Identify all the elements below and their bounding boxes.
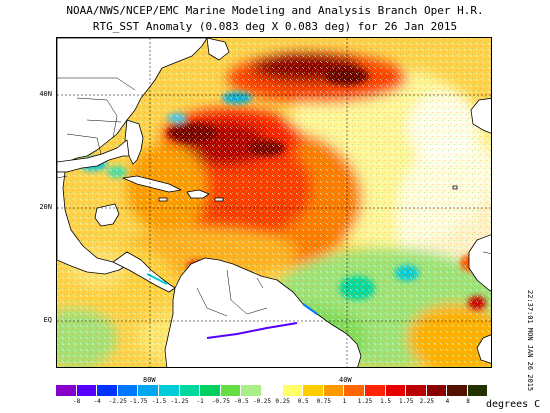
colorbar-swatch <box>179 385 201 396</box>
lat-label-eq: EQ <box>43 316 52 324</box>
colorbar-tick-label: -2.25 <box>108 398 127 405</box>
lon-label-80w: 80W <box>143 376 156 384</box>
colorbar-tick-label: -0.75 <box>211 398 230 405</box>
colorbar-swatch <box>385 385 407 396</box>
gulf-of-guinea-coast <box>476 334 491 364</box>
hispaniola <box>186 189 210 199</box>
colorbar-swatch <box>406 385 427 396</box>
coastal-anomalies <box>146 273 318 339</box>
colorbar-tick-label: 8 <box>466 398 470 405</box>
colorbar-swatch <box>76 385 98 396</box>
yucatan <box>94 203 120 227</box>
puerto-rico <box>214 197 224 202</box>
colorbar-tick-label: 0.5 <box>297 398 309 405</box>
colorbar-tick-label: 1.75 <box>398 398 414 405</box>
jamaica <box>158 197 168 202</box>
political-boundaries <box>57 77 491 317</box>
colorbar-tick-label: -1.75 <box>129 398 148 405</box>
colorbar-swatch <box>467 385 489 396</box>
cuba <box>122 175 182 193</box>
central-america <box>112 251 176 293</box>
colorbar-tick-label: 0.25 <box>275 398 290 405</box>
colorbar-swatch <box>241 385 262 396</box>
map-subtitle: RTG_SST Anomaly (0.083 deg X 0.083 deg) … <box>92 20 458 33</box>
colorbar-tick-label: -4 <box>93 398 101 405</box>
colorbar-tick-label: -1.5 <box>151 398 167 405</box>
colorbar-tick-label: -1.25 <box>170 398 189 405</box>
colorbar-tick-label: 1.25 <box>357 398 373 405</box>
colorbar <box>56 385 489 396</box>
colorbar-swatch <box>426 385 448 396</box>
colorbar-tick-label: 0.75 <box>316 398 332 405</box>
colorbar-swatch <box>261 385 283 396</box>
land-masses <box>57 38 491 367</box>
colorbar-swatch <box>97 385 118 396</box>
colorbar-tick-labels: -8 -4 -2.25 -1.75 -1.5 -1.25 -1 -0.75 -0.5 -0.25 0… <box>56 398 492 408</box>
colorbar-swatch <box>364 385 386 396</box>
colorbar-tick-label: 1 <box>342 398 347 405</box>
graticule <box>57 38 491 367</box>
lat-label-20n: 20N <box>39 203 52 211</box>
colorbar-swatch <box>117 385 139 396</box>
map-title: NOAA/NWS/NCEP/EMC Marine Modeling and An… <box>66 4 484 17</box>
sst-anomaly-map <box>56 37 492 368</box>
anomaly-field <box>57 38 491 367</box>
colorbar-swatch <box>200 385 221 396</box>
colorbar-swatch <box>220 385 242 396</box>
colorbar-tick-label: -0.5 <box>234 398 249 405</box>
north-america <box>57 38 208 163</box>
colorbar-units: degrees C <box>486 399 541 410</box>
colorbar-tick-label: 2.25 <box>419 398 435 405</box>
newfoundland <box>206 38 230 61</box>
colorbar-tick-label: -0.25 <box>252 398 272 405</box>
lat-label-40n: 40N <box>39 90 52 98</box>
colorbar-tick-label: -1 <box>196 398 204 405</box>
colorbar-tick-label: 1.5 <box>380 398 392 405</box>
west-africa <box>468 234 491 292</box>
colorbar-swatch <box>303 385 324 396</box>
colorbar-swatch <box>447 385 468 396</box>
iberia <box>470 97 491 134</box>
canary-islands <box>452 185 458 190</box>
colorbar-swatch <box>138 385 159 396</box>
colorbar-swatch <box>323 385 345 396</box>
timestamp: 22:37:01 MON JAN 26 2015 <box>526 290 534 392</box>
colorbar-swatch <box>158 385 180 396</box>
colorbar-swatch <box>56 385 77 396</box>
lon-label-40w: 40W <box>339 376 352 384</box>
colorbar-swatch <box>344 385 365 396</box>
gulf-coast <box>57 139 130 173</box>
colorbar-tick-label: 4 <box>445 398 450 405</box>
colorbar-swatch <box>282 385 304 396</box>
colorbar-tick-label: -8 <box>72 398 81 405</box>
